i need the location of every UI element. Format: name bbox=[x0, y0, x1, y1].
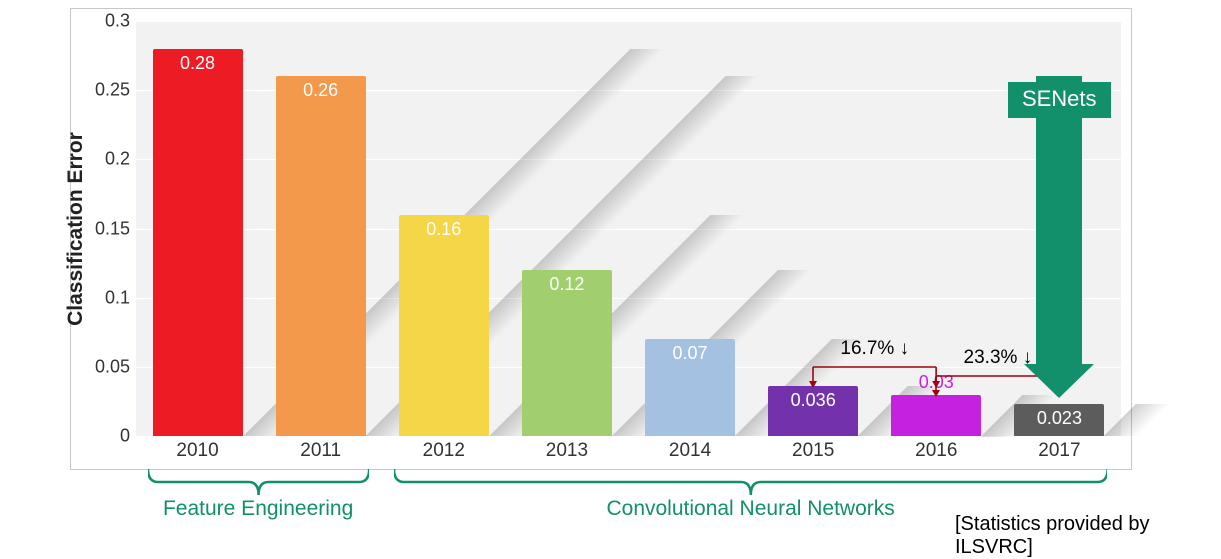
chart-frame: IM GENET Classification Error 00.050.10.… bbox=[70, 8, 1132, 470]
bar-2015: 0.036 bbox=[768, 386, 858, 436]
bar-2010: 0.28 bbox=[153, 49, 243, 436]
y-tick-label: 0.1 bbox=[105, 287, 130, 308]
bar-value-label: 0.03 bbox=[919, 372, 954, 393]
x-tick-label: 2017 bbox=[1038, 440, 1080, 462]
group-bracket bbox=[394, 469, 1108, 495]
bar-value-label: 0.28 bbox=[180, 53, 215, 74]
bar-value-label: 0.26 bbox=[303, 80, 338, 101]
group-bracket bbox=[148, 469, 369, 495]
bar-value-label: 0.07 bbox=[673, 343, 708, 364]
x-tick-label: 2014 bbox=[669, 440, 711, 462]
bar-value-label: 0.036 bbox=[791, 390, 836, 411]
bar-2013: 0.12 bbox=[522, 270, 612, 436]
y-tick-label: 0 bbox=[120, 426, 130, 447]
bar-2016: 0.03 bbox=[891, 395, 981, 437]
bar-2012: 0.16 bbox=[399, 215, 489, 436]
bar-value-label: 0.12 bbox=[549, 274, 584, 295]
bar-2011: 0.26 bbox=[276, 76, 366, 436]
y-tick-label: 0.3 bbox=[105, 11, 130, 32]
bar-value-label: 0.16 bbox=[426, 219, 461, 240]
senets-label: SENets bbox=[1008, 82, 1111, 118]
x-tick-label: 2013 bbox=[546, 440, 588, 462]
bar-2014: 0.07 bbox=[645, 339, 735, 436]
plot-area: Classification Error 00.050.10.150.20.25… bbox=[136, 21, 1121, 436]
y-axis-label: Classification Error bbox=[64, 132, 88, 326]
y-tick-label: 0.05 bbox=[95, 356, 130, 377]
group-label: Feature Engineering bbox=[163, 497, 353, 521]
bar-2017: 0.023 bbox=[1014, 404, 1104, 436]
bar-value-label: 0.023 bbox=[1037, 408, 1082, 429]
bars-layer: 0.28 0.26 0.16 0.12 0.07 0.036 0.03 0.023 bbox=[136, 21, 1121, 436]
x-tick-label: 2015 bbox=[792, 440, 834, 462]
group-label: Convolutional Neural Networks bbox=[606, 497, 894, 521]
x-tick-label: 2010 bbox=[176, 440, 218, 462]
y-tick-label: 0.2 bbox=[105, 149, 130, 170]
x-tick-label: 2011 bbox=[300, 440, 341, 462]
y-tick-label: 0.15 bbox=[95, 218, 130, 239]
bar-shadow bbox=[1104, 404, 1170, 436]
change-label: 23.3% ↓ bbox=[964, 347, 1033, 369]
senets-arrow-icon bbox=[1036, 76, 1082, 364]
x-tick-label: 2012 bbox=[423, 440, 465, 462]
credit-text: [Statistics provided by ILSVRC] bbox=[955, 513, 1221, 559]
x-axis: 2010 2011 2012 2013 2014 2015 2016 2017 bbox=[136, 436, 1121, 466]
x-tick-label: 2016 bbox=[915, 440, 957, 462]
y-tick-label: 0.25 bbox=[95, 80, 130, 101]
change-label: 16.7% ↓ bbox=[840, 338, 909, 360]
